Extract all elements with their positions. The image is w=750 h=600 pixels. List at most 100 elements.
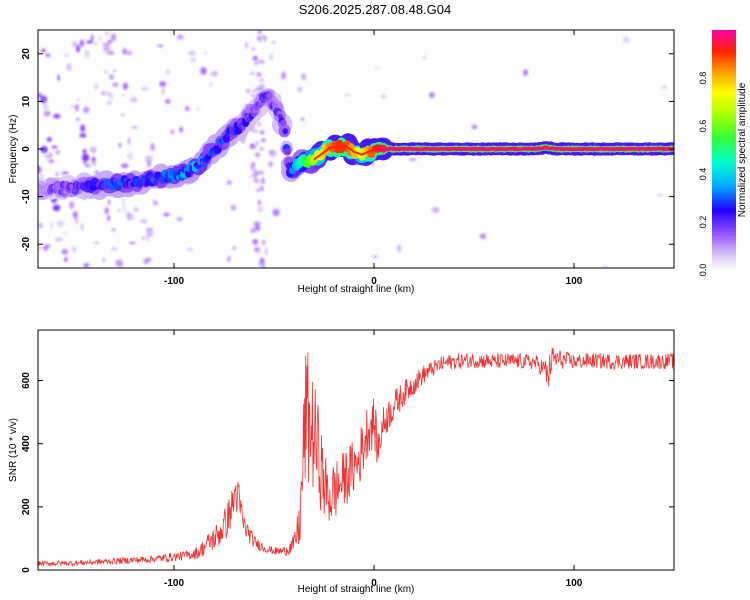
noise-speck	[125, 51, 132, 55]
noise-speck	[661, 86, 667, 88]
noise-speck	[39, 92, 41, 98]
noise-speck	[71, 105, 73, 108]
noise-speck	[84, 263, 90, 268]
noise-speck	[86, 41, 93, 44]
noise-speck	[260, 186, 264, 191]
noise-speck	[47, 244, 51, 248]
noise-speck	[281, 72, 286, 80]
noise-speck	[200, 67, 206, 75]
noise-speck	[245, 42, 247, 48]
noise-speck	[472, 125, 477, 130]
noise-speck	[109, 74, 114, 79]
noise-speck	[111, 247, 119, 250]
colorbar-gradient	[712, 30, 736, 270]
noise-speck	[107, 215, 110, 221]
noise-speck	[159, 81, 166, 87]
noise-speck	[154, 202, 158, 204]
noise-speck	[163, 213, 170, 217]
noise-speck	[151, 143, 155, 150]
colorbar-tick-label: 0.4	[698, 168, 708, 181]
noise-speck	[76, 118, 79, 120]
noise-speck	[157, 45, 163, 48]
noise-speck	[140, 219, 147, 223]
noise-speck	[48, 159, 54, 163]
noise-speck	[105, 32, 110, 34]
noise-speck	[251, 72, 253, 75]
noise-speck	[112, 83, 118, 87]
noise-speck	[176, 217, 182, 222]
noise-speck	[121, 163, 129, 168]
noise-speck	[93, 242, 100, 245]
noise-speck	[258, 171, 264, 174]
noise-speck	[69, 201, 74, 209]
noise-speck	[92, 42, 98, 45]
noise-speck	[255, 141, 258, 146]
noise-speck	[252, 239, 258, 245]
y-tick-label: 10	[21, 95, 32, 107]
colorbar-tick-label: 0.6	[698, 120, 708, 133]
colorbar: 0.0 0.2 0.4 0.6 0.8 Normalized spectral ampl…	[698, 30, 748, 276]
ridge-point	[266, 92, 272, 99]
y-tick-label: 200	[21, 498, 32, 515]
colorbar-ticks: 0.0 0.2 0.4 0.6 0.8	[698, 72, 708, 277]
noise-speck	[127, 212, 130, 220]
y-tick-label: 0	[21, 146, 32, 152]
noise-speck	[103, 45, 111, 52]
x-tick-label: 100	[566, 578, 583, 589]
noise-speck	[397, 245, 402, 253]
noise-speck	[254, 222, 257, 227]
noise-speck	[256, 189, 260, 191]
noise-speck	[252, 58, 258, 61]
noise-speck	[142, 237, 145, 239]
noise-speck	[91, 35, 93, 41]
noise-speck	[381, 95, 386, 98]
noise-speck	[61, 172, 69, 174]
snr-x-axis-label: Height of straight line (km)	[298, 584, 415, 595]
noise-speck	[264, 247, 268, 255]
noise-speck	[94, 84, 98, 90]
noise-speck	[258, 30, 261, 34]
noise-speck	[190, 57, 197, 62]
noise-speck	[252, 90, 256, 92]
noise-speck	[228, 256, 231, 263]
noise-speck	[77, 98, 80, 101]
noise-speck	[260, 84, 265, 89]
noise-speck	[260, 131, 265, 135]
noise-speck	[209, 82, 212, 87]
noise-speck	[262, 178, 265, 181]
noise-speck	[55, 150, 60, 154]
snr-panel: -100 0 100 0 200 400 600 Height of straight l…	[8, 330, 674, 595]
y-tick-label: 20	[21, 48, 32, 60]
snr-y-axis-label: SNR (10 * v/v)	[8, 418, 19, 482]
noise-speck	[251, 166, 256, 171]
noise-speck	[101, 91, 106, 95]
noise-speck	[49, 152, 53, 159]
noise-speck	[258, 60, 264, 63]
noise-speck	[257, 86, 259, 91]
noise-speck	[270, 54, 273, 60]
noise-speck	[260, 259, 265, 265]
noise-speck	[51, 146, 57, 149]
y-tick-label: 600	[21, 372, 32, 389]
noise-speck	[261, 180, 266, 184]
y-tick-label: -10	[21, 189, 32, 204]
noise-speck	[66, 64, 71, 70]
noise-speck	[656, 194, 663, 196]
noise-speck	[79, 133, 86, 138]
noise-speck	[167, 69, 169, 75]
noise-speck	[72, 246, 77, 253]
x-tick-label: -100	[164, 578, 184, 589]
noise-speck	[134, 207, 139, 212]
noise-speck	[250, 228, 256, 233]
noise-speck	[258, 250, 260, 255]
noise-speck	[130, 97, 138, 102]
noise-speck	[123, 83, 128, 90]
noise-speck	[39, 247, 41, 250]
noise-speck	[258, 200, 261, 206]
ridge-point	[284, 148, 291, 156]
colorbar-tick-label: 0.8	[698, 72, 708, 85]
noise-speck	[423, 56, 427, 59]
noise-speck	[373, 255, 379, 258]
noise-speck	[297, 87, 303, 93]
noise-speck	[90, 146, 97, 153]
